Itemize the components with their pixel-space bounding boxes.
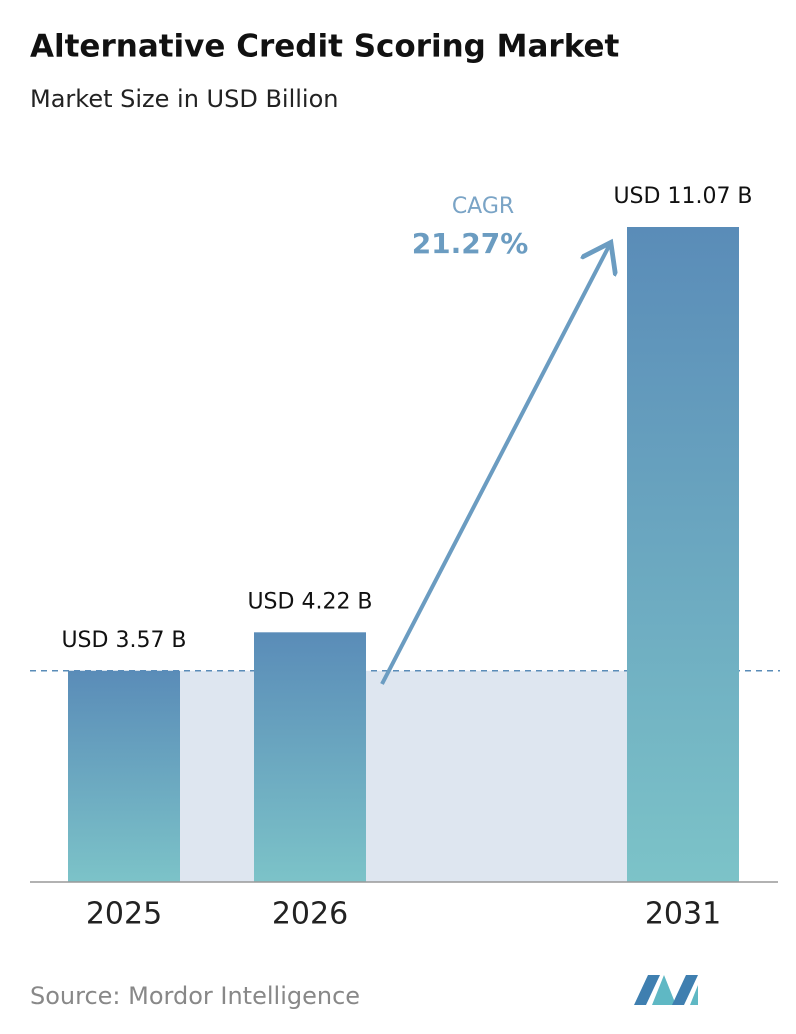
bar — [68, 670, 180, 882]
source: Source: Mordor Intelligence — [30, 982, 360, 1010]
chart-title: Alternative Credit Scoring Market — [30, 29, 620, 65]
x-tick-label: 2025 — [86, 897, 162, 932]
plot-area: USD 3.57 B 2025 USD 4.22 B 2026 USD 11.07 B 2… — [30, 184, 780, 932]
value-label: USD 3.57 B — [61, 628, 186, 653]
bar — [627, 227, 739, 882]
cagr-arrow — [380, 246, 609, 685]
cagr-value: 21.27% — [412, 227, 529, 260]
value-label: USD 11.07 B — [613, 184, 752, 209]
logo — [634, 975, 698, 1005]
x-tick-label: 2031 — [645, 897, 721, 932]
x-tick-label: 2026 — [272, 897, 348, 932]
cagr-label: CAGR — [452, 194, 514, 219]
chart-subtitle: Market Size in USD Billion — [30, 85, 338, 113]
bar — [254, 632, 366, 882]
value-label: USD 4.22 B — [247, 589, 372, 614]
